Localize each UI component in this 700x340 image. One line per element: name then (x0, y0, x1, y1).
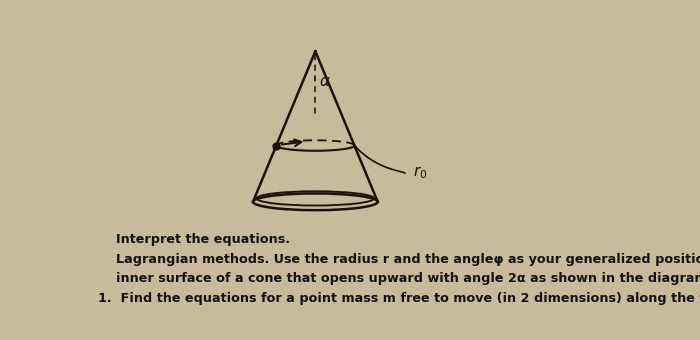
Text: Interpret the equations.: Interpret the equations. (98, 233, 290, 246)
Text: 1.  Find the equations for a point mass m free to move (in 2 dimensions) along t: 1. Find the equations for a point mass m… (98, 292, 700, 305)
Text: inner surface of a cone that opens upward with angle 2α as shown in the diagram : inner surface of a cone that opens upwar… (98, 272, 700, 286)
Text: ': ' (312, 78, 316, 90)
Text: Lagrangian methods. Use the radius r and the angleφ as your generalized position: Lagrangian methods. Use the radius r and… (98, 253, 700, 266)
Text: $r_0$: $r_0$ (413, 165, 428, 181)
Text: $\alpha$: $\alpha$ (319, 74, 331, 89)
